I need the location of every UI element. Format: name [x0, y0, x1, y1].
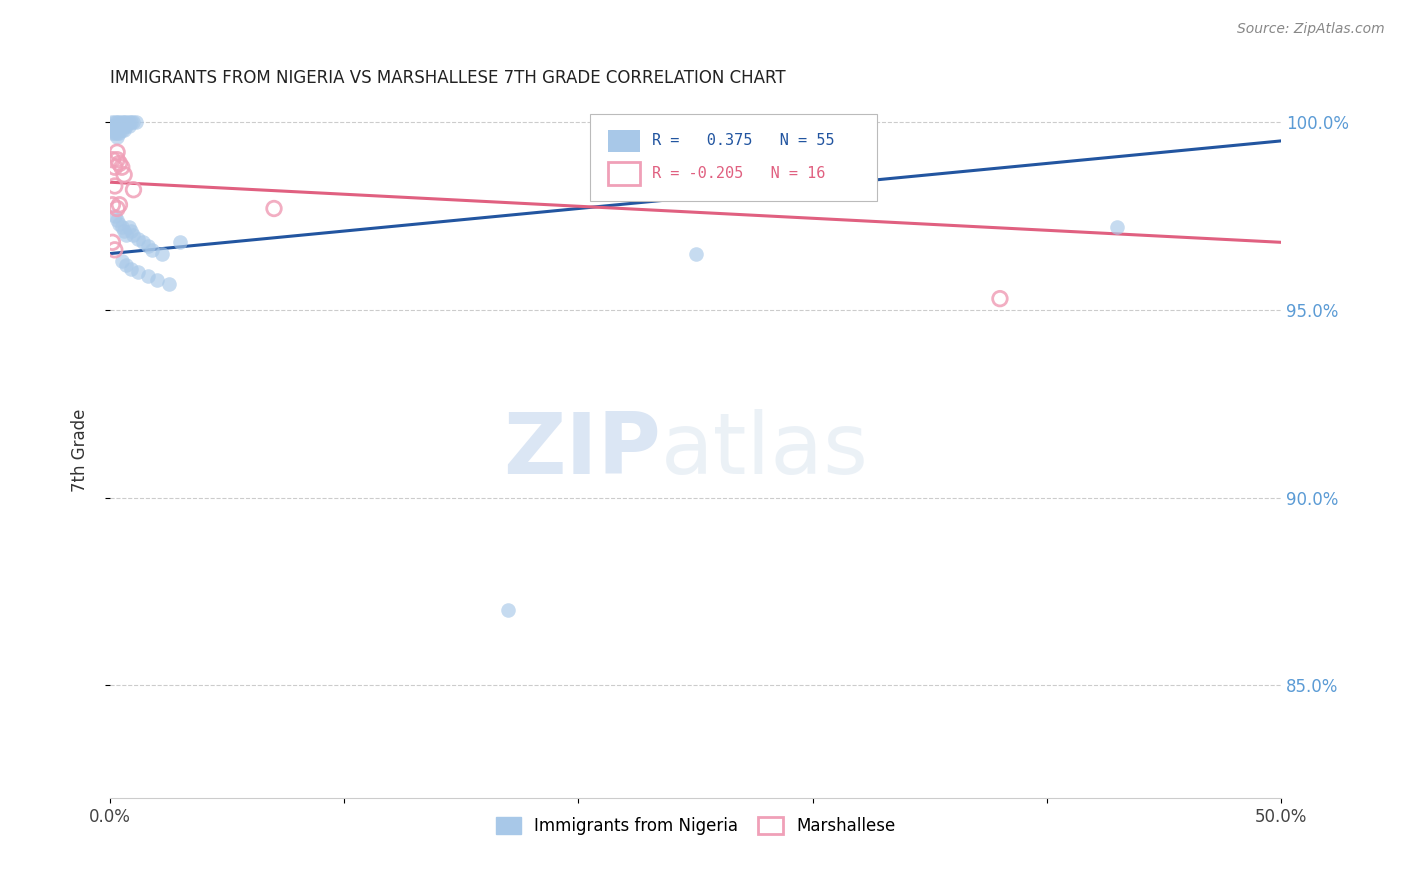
- Point: [101, 127, 124, 141]
- Point: [1105, 220, 1128, 235]
- Bar: [607, 129, 641, 152]
- Point: [157, 277, 180, 291]
- Point: [263, 202, 285, 216]
- Point: [104, 209, 127, 223]
- Point: [108, 119, 131, 133]
- Point: [108, 127, 131, 141]
- Point: [105, 115, 128, 129]
- Point: [111, 160, 134, 174]
- Point: [101, 119, 124, 133]
- Point: [112, 224, 135, 238]
- Point: [141, 243, 163, 257]
- Point: [104, 127, 127, 141]
- Point: [122, 115, 145, 129]
- Point: [150, 246, 173, 260]
- Point: [111, 122, 134, 136]
- Point: [101, 115, 124, 129]
- Text: Source: ZipAtlas.com: Source: ZipAtlas.com: [1237, 22, 1385, 37]
- Point: [105, 153, 128, 167]
- Point: [115, 227, 138, 242]
- Point: [112, 119, 135, 133]
- Point: [105, 212, 128, 227]
- Point: [104, 119, 127, 133]
- Point: [120, 115, 142, 129]
- Point: [101, 122, 124, 136]
- Point: [104, 243, 127, 257]
- Point: [104, 122, 127, 136]
- Point: [101, 198, 124, 212]
- Point: [108, 198, 131, 212]
- Point: [118, 115, 141, 129]
- Y-axis label: 7th Grade: 7th Grade: [72, 409, 89, 492]
- Point: [169, 235, 191, 250]
- Point: [111, 119, 134, 133]
- Point: [105, 122, 128, 136]
- Point: [120, 224, 142, 238]
- Point: [108, 156, 131, 170]
- Text: atlas: atlas: [661, 409, 869, 492]
- Text: IMMIGRANTS FROM NIGERIA VS MARSHALLESE 7TH GRADE CORRELATION CHART: IMMIGRANTS FROM NIGERIA VS MARSHALLESE 7…: [110, 69, 786, 87]
- Point: [127, 265, 149, 279]
- Legend: Immigrants from Nigeria, Marshallese: Immigrants from Nigeria, Marshallese: [489, 811, 903, 842]
- Point: [104, 115, 127, 129]
- Point: [108, 122, 131, 136]
- Point: [111, 115, 134, 129]
- Point: [127, 231, 149, 245]
- Point: [101, 235, 124, 250]
- Point: [118, 220, 141, 235]
- Point: [115, 258, 138, 272]
- Point: [136, 239, 159, 253]
- Text: R =   0.375   N = 55: R = 0.375 N = 55: [652, 133, 835, 148]
- Point: [104, 160, 127, 174]
- FancyBboxPatch shape: [591, 114, 877, 201]
- Point: [122, 183, 145, 197]
- Point: [105, 127, 128, 141]
- Point: [105, 145, 128, 160]
- Bar: [607, 162, 641, 185]
- Point: [136, 269, 159, 284]
- Point: [115, 119, 138, 133]
- Point: [111, 254, 134, 268]
- Point: [108, 217, 131, 231]
- Point: [101, 153, 124, 167]
- Point: [146, 273, 169, 287]
- Point: [108, 115, 131, 129]
- Point: [112, 122, 135, 136]
- Point: [112, 168, 135, 182]
- Point: [105, 130, 128, 145]
- Point: [105, 119, 128, 133]
- Point: [132, 235, 155, 250]
- Point: [118, 119, 141, 133]
- Point: [125, 115, 148, 129]
- Point: [104, 178, 127, 193]
- Point: [105, 202, 128, 216]
- Text: R = -0.205   N = 16: R = -0.205 N = 16: [652, 166, 825, 181]
- Point: [120, 261, 142, 276]
- Point: [988, 292, 1011, 306]
- Point: [122, 227, 145, 242]
- Text: ZIP: ZIP: [502, 409, 661, 492]
- Point: [115, 115, 138, 129]
- Point: [112, 115, 135, 129]
- Point: [496, 603, 519, 617]
- Point: [685, 246, 707, 260]
- Point: [111, 220, 134, 235]
